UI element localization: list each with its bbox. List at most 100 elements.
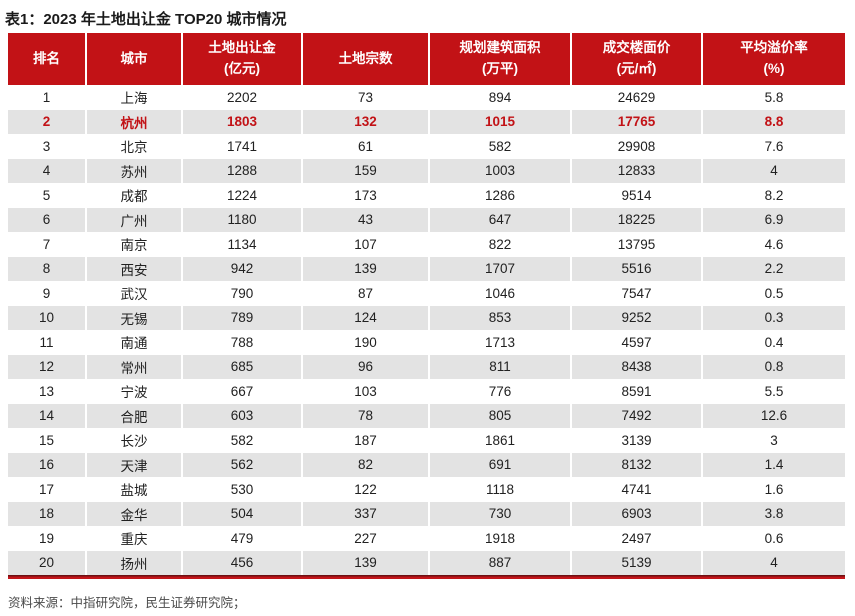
col-header-city: 城市 — [87, 33, 183, 85]
cell-premium-rate: 7.6 — [703, 134, 845, 159]
table-row: 5 成都 1224 173 1286 9514 8.2 — [8, 183, 845, 208]
cell-floor-price: 9252 — [572, 305, 703, 330]
cell-land-fee: 456 — [183, 550, 303, 575]
cell-parcels: 87 — [303, 281, 430, 306]
table-row: 19 重庆 479 227 1918 2497 0.6 — [8, 526, 845, 551]
cell-rank: 12 — [8, 354, 87, 379]
cell-rank: 1 — [8, 85, 87, 110]
cell-rank: 17 — [8, 477, 87, 502]
source-note: 资料来源：中指研究院，民生证券研究院； — [8, 596, 246, 610]
table-bottom-border — [8, 575, 845, 579]
cell-land-fee: 479 — [183, 526, 303, 551]
cell-city: 重庆 — [87, 526, 183, 551]
cell-planned-area: 887 — [430, 550, 572, 575]
cell-planned-area: 647 — [430, 207, 572, 232]
cell-land-fee: 1741 — [183, 134, 303, 159]
cell-floor-price: 7547 — [572, 281, 703, 306]
cell-parcels: 96 — [303, 354, 430, 379]
cell-floor-price: 7492 — [572, 403, 703, 428]
col-header-floor-price: 成交楼面价 (元/㎡) — [572, 33, 703, 85]
table-row: 20 扬州 456 139 887 5139 4 — [8, 550, 845, 575]
table-row: 13 宁波 667 103 776 8591 5.5 — [8, 379, 845, 404]
cell-parcels: 78 — [303, 403, 430, 428]
cell-parcels: 73 — [303, 85, 430, 110]
cell-floor-price: 13795 — [572, 232, 703, 257]
cell-city: 成都 — [87, 183, 183, 208]
cell-city: 西安 — [87, 256, 183, 281]
cell-premium-rate: 1.6 — [703, 477, 845, 502]
cell-parcels: 82 — [303, 452, 430, 477]
cell-planned-area: 853 — [430, 305, 572, 330]
cell-land-fee: 582 — [183, 428, 303, 453]
col-header-planned-area-line2: (万平) — [482, 61, 518, 76]
table-row: 6 广州 1180 43 647 18225 6.9 — [8, 207, 845, 232]
cell-floor-price: 8438 — [572, 354, 703, 379]
cell-premium-rate: 0.4 — [703, 330, 845, 355]
cell-rank: 5 — [8, 183, 87, 208]
cell-premium-rate: 2.2 — [703, 256, 845, 281]
cell-parcels: 173 — [303, 183, 430, 208]
cell-rank: 19 — [8, 526, 87, 551]
cell-land-fee: 788 — [183, 330, 303, 355]
table-row: 11 南通 788 190 1713 4597 0.4 — [8, 330, 845, 355]
cell-floor-price: 4741 — [572, 477, 703, 502]
cell-parcels: 132 — [303, 109, 430, 134]
cell-city: 合肥 — [87, 403, 183, 428]
cell-planned-area: 776 — [430, 379, 572, 404]
col-header-premium-rate-line2: (%) — [763, 61, 785, 76]
cell-city: 扬州 — [87, 550, 183, 575]
cell-premium-rate: 4 — [703, 158, 845, 183]
cell-rank: 14 — [8, 403, 87, 428]
table-row: 3 北京 1741 61 582 29908 7.6 — [8, 134, 845, 159]
cell-land-fee: 685 — [183, 354, 303, 379]
cell-city: 苏州 — [87, 158, 183, 183]
cell-premium-rate: 0.5 — [703, 281, 845, 306]
cell-land-fee: 530 — [183, 477, 303, 502]
cell-rank: 4 — [8, 158, 87, 183]
col-header-land-fee: 土地出让金 (亿元) — [183, 33, 303, 85]
table-row: 15 长沙 582 187 1861 3139 3 — [8, 428, 845, 453]
cell-land-fee: 603 — [183, 403, 303, 428]
col-header-parcels: 土地宗数 — [303, 33, 430, 85]
cell-floor-price: 12833 — [572, 158, 703, 183]
cell-rank: 2 — [8, 109, 87, 134]
cell-parcels: 139 — [303, 256, 430, 281]
cell-parcels: 187 — [303, 428, 430, 453]
cell-rank: 9 — [8, 281, 87, 306]
table-row: 17 盐城 530 122 1118 4741 1.6 — [8, 477, 845, 502]
cell-land-fee: 942 — [183, 256, 303, 281]
cell-premium-rate: 3 — [703, 428, 845, 453]
cell-city: 天津 — [87, 452, 183, 477]
cell-planned-area: 691 — [430, 452, 572, 477]
col-header-parcels-line1: 土地宗数 — [338, 50, 393, 66]
col-header-premium-rate: 平均溢价率 (%) — [703, 33, 845, 85]
cell-city: 常州 — [87, 354, 183, 379]
cell-premium-rate: 8.8 — [703, 109, 845, 134]
cell-planned-area: 730 — [430, 501, 572, 526]
col-header-planned-area-line1: 规划建筑面积 — [459, 40, 541, 56]
cell-premium-rate: 8.2 — [703, 183, 845, 208]
cell-land-fee: 1803 — [183, 109, 303, 134]
cell-floor-price: 8591 — [572, 379, 703, 404]
cell-rank: 15 — [8, 428, 87, 453]
cell-city: 南京 — [87, 232, 183, 257]
cell-planned-area: 1046 — [430, 281, 572, 306]
cell-city: 无锡 — [87, 305, 183, 330]
cell-planned-area: 1707 — [430, 256, 572, 281]
cell-parcels: 61 — [303, 134, 430, 159]
cell-city: 南通 — [87, 330, 183, 355]
cell-city: 宁波 — [87, 379, 183, 404]
cell-rank: 8 — [8, 256, 87, 281]
cell-parcels: 190 — [303, 330, 430, 355]
cell-floor-price: 4597 — [572, 330, 703, 355]
col-header-floor-price-line2: (元/㎡) — [616, 61, 657, 76]
cell-rank: 11 — [8, 330, 87, 355]
cell-floor-price: 17765 — [572, 109, 703, 134]
cell-rank: 16 — [8, 452, 87, 477]
cell-planned-area: 1118 — [430, 477, 572, 502]
cell-city: 金华 — [87, 501, 183, 526]
cell-floor-price: 6903 — [572, 501, 703, 526]
cell-parcels: 122 — [303, 477, 430, 502]
table-title: 表1：2023 年土地出让金 TOP20 城市情况 — [5, 11, 287, 28]
